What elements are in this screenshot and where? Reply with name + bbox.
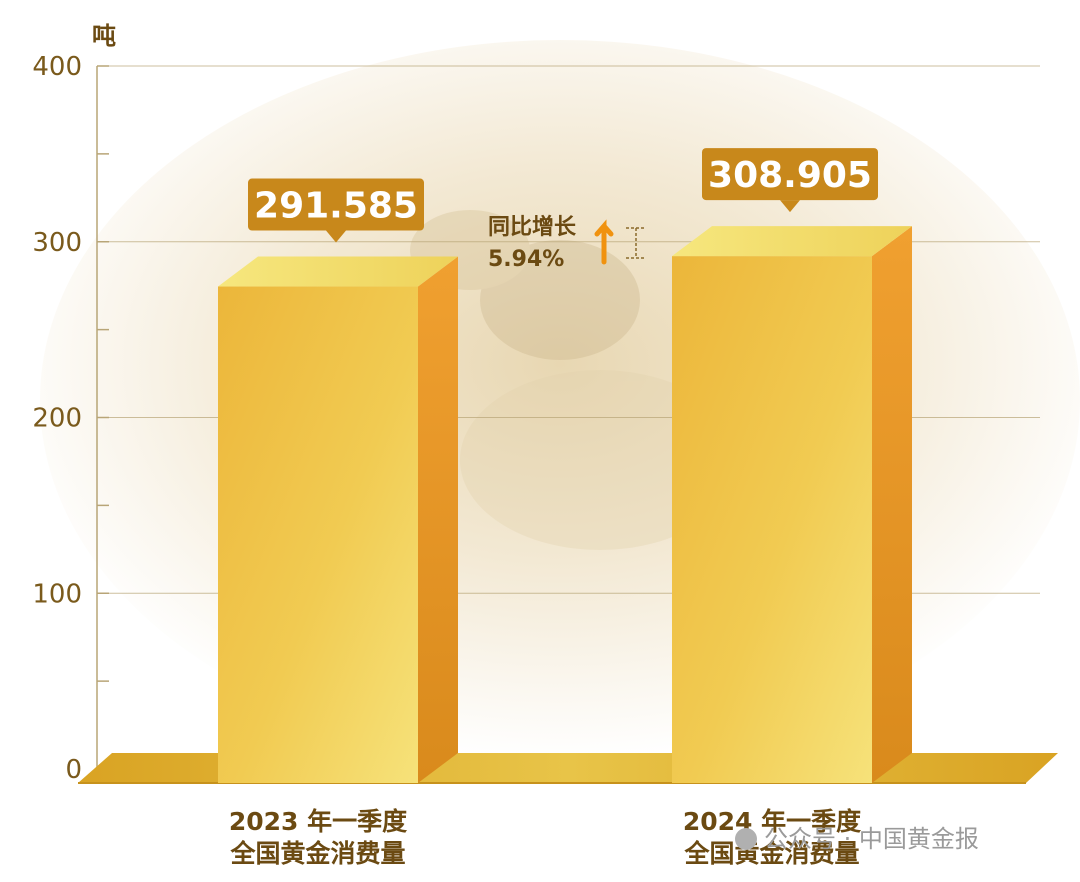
bar-front-face (672, 256, 872, 783)
value-labels: 291.585 308.905 (248, 148, 878, 243)
bar-2 (672, 226, 912, 783)
category-label-line1: 2023 年一季度 (229, 807, 407, 836)
value-label-box (702, 148, 878, 201)
background-gold-decoration (410, 210, 740, 550)
bars (218, 226, 912, 783)
up-arrow-icon (594, 219, 614, 265)
y-axis: 0 100 200 300 400 (32, 52, 109, 785)
value-label-2: 308.905 (702, 148, 878, 213)
bar-side-face (418, 256, 458, 783)
difference-bracket-icon (626, 227, 646, 259)
value-label-pointer (326, 230, 346, 243)
y-tick-label: 300 (32, 228, 82, 258)
watermark: 公众号 · 中国黄金报 (735, 825, 979, 853)
wechat-icon (735, 828, 757, 850)
growth-annotation-value: 5.94% (488, 247, 564, 272)
bar-side-face (872, 226, 912, 783)
bar-1 (218, 256, 458, 783)
value-label-text: 291.585 (254, 186, 418, 227)
y-tick-label: 100 (32, 579, 82, 609)
growth-annotation: 同比增长 5.94% (488, 214, 646, 272)
bar-top-face (218, 256, 458, 287)
value-label-pointer (780, 200, 800, 213)
growth-annotation-title: 同比增长 (488, 214, 577, 240)
value-label-text: 308.905 (708, 155, 872, 196)
bar-front-face (218, 286, 418, 783)
category-label-line2: 全国黄金消费量 (683, 839, 859, 868)
y-unit-label: 吨 (92, 22, 116, 50)
category-label-line2: 全国黄金消费量 (229, 839, 405, 868)
watermark-text: 公众号 · 中国黄金报 (764, 825, 979, 853)
y-tick-label: 0 (65, 755, 82, 785)
value-label-box (248, 178, 424, 231)
value-label-1: 291.585 (248, 178, 424, 243)
category-label-line1: 2024 年一季度 (683, 807, 861, 836)
bar-top-face (672, 226, 912, 257)
y-tick-label: 400 (32, 52, 82, 82)
y-tick-label: 200 (32, 404, 82, 434)
